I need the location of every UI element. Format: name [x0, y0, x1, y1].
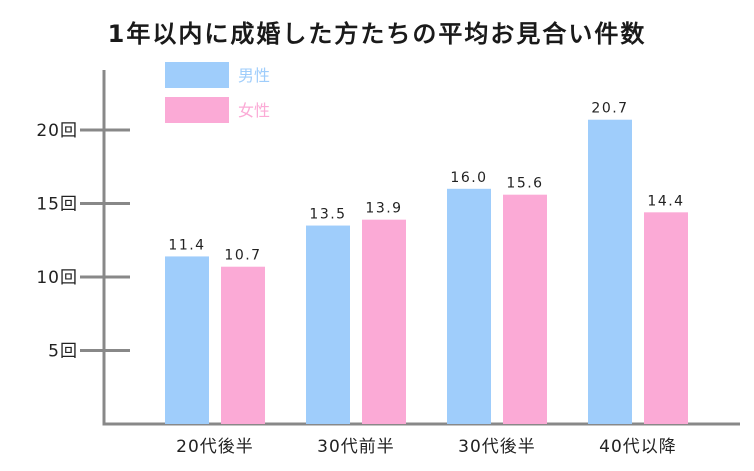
bar	[362, 219, 406, 424]
x-tick-label: 20代後半	[176, 437, 254, 457]
x-tick-label: 30代後半	[458, 437, 536, 457]
data-label: 10.7	[224, 248, 261, 264]
data-label: 15.6	[506, 176, 543, 192]
bar	[503, 194, 547, 424]
legend-swatch	[165, 62, 229, 88]
data-label: 16.0	[450, 170, 487, 186]
bar	[644, 212, 688, 424]
bar	[447, 188, 491, 424]
data-label: 11.4	[168, 237, 205, 253]
x-tick-label: 30代前半	[317, 437, 395, 457]
legend-label: 男性	[238, 66, 270, 85]
bar	[221, 266, 265, 424]
bar	[306, 225, 350, 424]
data-label: 14.4	[647, 193, 684, 209]
y-tick-label: 15回	[36, 195, 78, 215]
legend-label: 女性	[238, 101, 270, 120]
data-label: 13.5	[309, 207, 346, 223]
chart-title: 1年以内に成婚した方たちの平均お見合い件数	[108, 20, 647, 48]
bar	[588, 119, 632, 425]
y-tick-label: 20回	[36, 121, 78, 141]
y-tick-label: 10回	[36, 268, 78, 288]
bar	[165, 256, 209, 424]
x-tick-label: 40代以降	[599, 437, 677, 457]
data-label: 13.9	[365, 201, 402, 217]
bars	[165, 119, 688, 425]
data-label: 20.7	[591, 101, 628, 117]
data-labels: 11.4 13.5 16.0 20.7 10.7 13.9 15.6 14.4	[168, 101, 684, 264]
legend-swatch	[165, 97, 229, 123]
y-tick-label: 5回	[48, 342, 78, 362]
